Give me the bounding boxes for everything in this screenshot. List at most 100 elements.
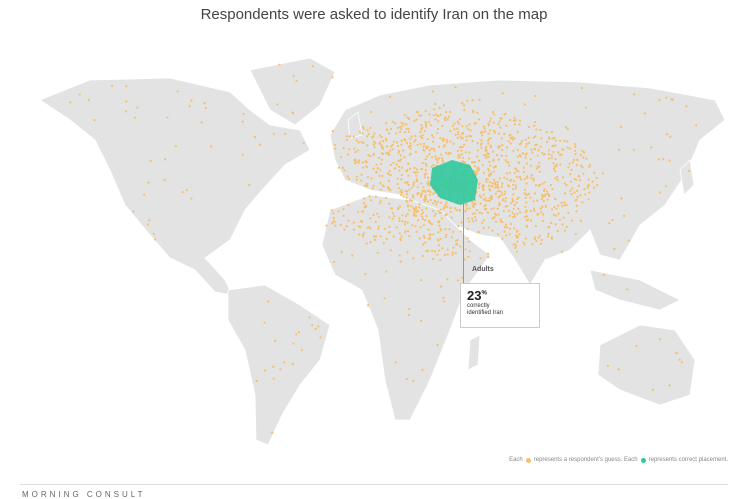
- guess-dot: [509, 142, 512, 145]
- guess-dot: [496, 180, 499, 184]
- guess-dot: [493, 183, 496, 186]
- guess-dot: [524, 153, 527, 156]
- guess-dot: [581, 166, 584, 169]
- guess-dot: [583, 188, 586, 191]
- guess-dot: [346, 175, 349, 178]
- guess-dot: [512, 207, 515, 210]
- guess-dot: [362, 235, 365, 238]
- guess-dot: [360, 173, 363, 176]
- guess-dot: [585, 157, 588, 160]
- guess-dot: [576, 158, 579, 162]
- guess-dot: [471, 212, 474, 215]
- guess-dot: [330, 209, 333, 212]
- guess-dot: [477, 183, 481, 186]
- guess-dot: [407, 130, 410, 133]
- guess-dot: [381, 184, 384, 187]
- guess-dot: [494, 165, 498, 168]
- guess-dot: [438, 249, 441, 252]
- guess-dot: [537, 236, 540, 239]
- guess-dot: [399, 260, 402, 263]
- guess-dot: [466, 99, 469, 102]
- guess-dot: [406, 213, 409, 216]
- guess-dot: [436, 114, 439, 117]
- guess-dot: [524, 237, 527, 240]
- guess-dot: [424, 125, 428, 128]
- guess-dot: [515, 175, 518, 178]
- guess-dot: [482, 188, 485, 192]
- guess-dot: [482, 219, 485, 222]
- guess-dot: [311, 65, 314, 68]
- guess-dot: [574, 152, 577, 156]
- guess-dot: [505, 154, 508, 157]
- guess-dot: [502, 198, 505, 201]
- guess-dot: [484, 147, 487, 150]
- guess-dot: [258, 143, 261, 146]
- guess-dot: [370, 177, 373, 180]
- guess-dot: [276, 103, 279, 106]
- guess-dot: [163, 178, 166, 182]
- guess-dot: [581, 201, 584, 204]
- guess-dot: [530, 174, 533, 177]
- guess-dot: [407, 313, 410, 317]
- guess-dot: [617, 368, 620, 371]
- guess-dot: [658, 98, 661, 102]
- guess-dot: [398, 254, 401, 257]
- guess-dot: [373, 238, 376, 241]
- guess-dot: [331, 76, 334, 79]
- guess-dot: [452, 230, 455, 233]
- guess-dot: [535, 128, 538, 131]
- guess-dot: [497, 158, 500, 161]
- guess-dot: [497, 186, 500, 190]
- guess-dot: [422, 211, 425, 214]
- guess-dot: [540, 238, 543, 241]
- guess-dot: [668, 384, 671, 387]
- guess-dot: [505, 172, 508, 175]
- guess-dot: [405, 142, 408, 145]
- legend: Each represents a respondent's guess. Ea…: [509, 457, 728, 463]
- guess-dot: [405, 123, 408, 126]
- guess-dot: [510, 222, 513, 225]
- guess-dot: [495, 214, 498, 217]
- guess-dot: [124, 110, 127, 113]
- guess-dot: [533, 120, 536, 124]
- guess-dot: [274, 339, 277, 342]
- guess-dot: [476, 155, 479, 158]
- guess-dot: [567, 166, 570, 169]
- guess-dot: [632, 148, 635, 151]
- guess-dot: [525, 142, 528, 145]
- guess-dot: [428, 153, 431, 156]
- guess-dot: [402, 195, 405, 198]
- guess-dot: [520, 142, 523, 145]
- guess-dot: [332, 220, 335, 223]
- guess-dot: [468, 135, 471, 138]
- guess-dot: [272, 377, 275, 380]
- guess-dot: [355, 160, 358, 163]
- guess-dot: [375, 170, 378, 173]
- guess-dot: [534, 94, 537, 98]
- guess-dot: [487, 252, 490, 255]
- guess-dot: [476, 149, 479, 152]
- guess-dot: [381, 174, 384, 178]
- guess-dot: [664, 185, 668, 188]
- guess-dot: [372, 143, 375, 146]
- guess-dot: [343, 228, 346, 231]
- guess-dot: [543, 181, 546, 184]
- guess-dot: [394, 361, 397, 364]
- guess-dot: [460, 153, 463, 156]
- guess-dot: [444, 111, 448, 114]
- guess-dot: [479, 202, 482, 205]
- guess-dot: [352, 221, 355, 224]
- guess-dot: [499, 218, 502, 221]
- guess-dot: [457, 279, 460, 282]
- guess-dot: [392, 235, 395, 238]
- guess-dot: [441, 124, 444, 128]
- guess-dot: [494, 186, 497, 189]
- guess-dot: [339, 223, 342, 226]
- guess-dot: [589, 163, 592, 167]
- guess-dot: [492, 121, 495, 124]
- guess-dot: [499, 194, 502, 197]
- guess-dot: [400, 235, 403, 238]
- guess-dot: [558, 218, 562, 221]
- guess-dot: [388, 202, 391, 205]
- guess-dot: [492, 207, 495, 210]
